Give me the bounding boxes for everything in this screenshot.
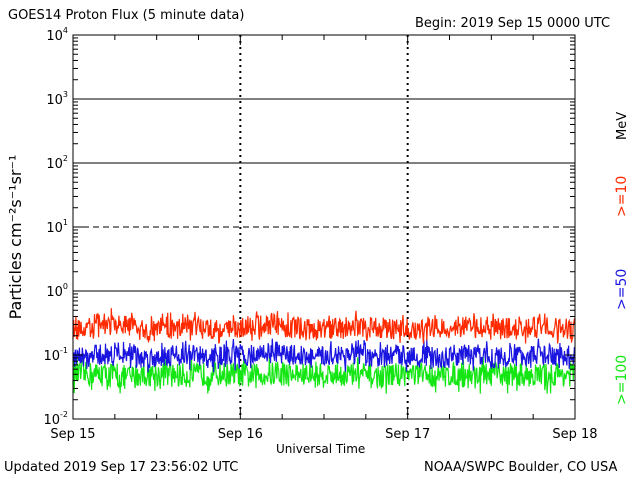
- y-tick-label-0: 10-2: [43, 410, 68, 428]
- updated-timestamp: Updated 2019 Sep 17 23:56:02 UTC: [4, 460, 239, 475]
- y-tick-label-5: 103: [46, 90, 68, 108]
- x-tick-label-3: Sep 18: [552, 427, 597, 442]
- x-tick-label-2: Sep 17: [385, 427, 430, 442]
- legend-ge50: >=50: [614, 269, 630, 310]
- y-tick-label-6: 104: [46, 26, 68, 44]
- x-tick-label-0: Sep 15: [50, 427, 95, 442]
- source-credit: NOAA/SWPC Boulder, CO USA: [424, 460, 618, 475]
- plot-title: GOES14 Proton Flux (5 minute data): [8, 8, 245, 23]
- y-axis-title: Particles cm⁻²s⁻¹sr⁻¹: [6, 155, 25, 320]
- y-tick-label-4: 102: [46, 154, 68, 172]
- legend-unit-label: MeV: [615, 112, 630, 140]
- x-axis-title: Universal Time: [276, 442, 366, 456]
- series-line-ge10: [72, 308, 575, 344]
- begin-time-label: Begin: 2019 Sep 15 0000 UTC: [415, 16, 611, 31]
- legend-ge100: >=100: [614, 355, 630, 405]
- y-tick-label-1: 10-1: [43, 346, 68, 364]
- series-line-ge50: [72, 338, 575, 373]
- x-tick-label-1: Sep 16: [218, 427, 263, 442]
- legend-ge10: >=10: [614, 176, 630, 217]
- y-tick-label-2: 100: [46, 282, 68, 300]
- y-tick-label-3: 101: [46, 218, 68, 236]
